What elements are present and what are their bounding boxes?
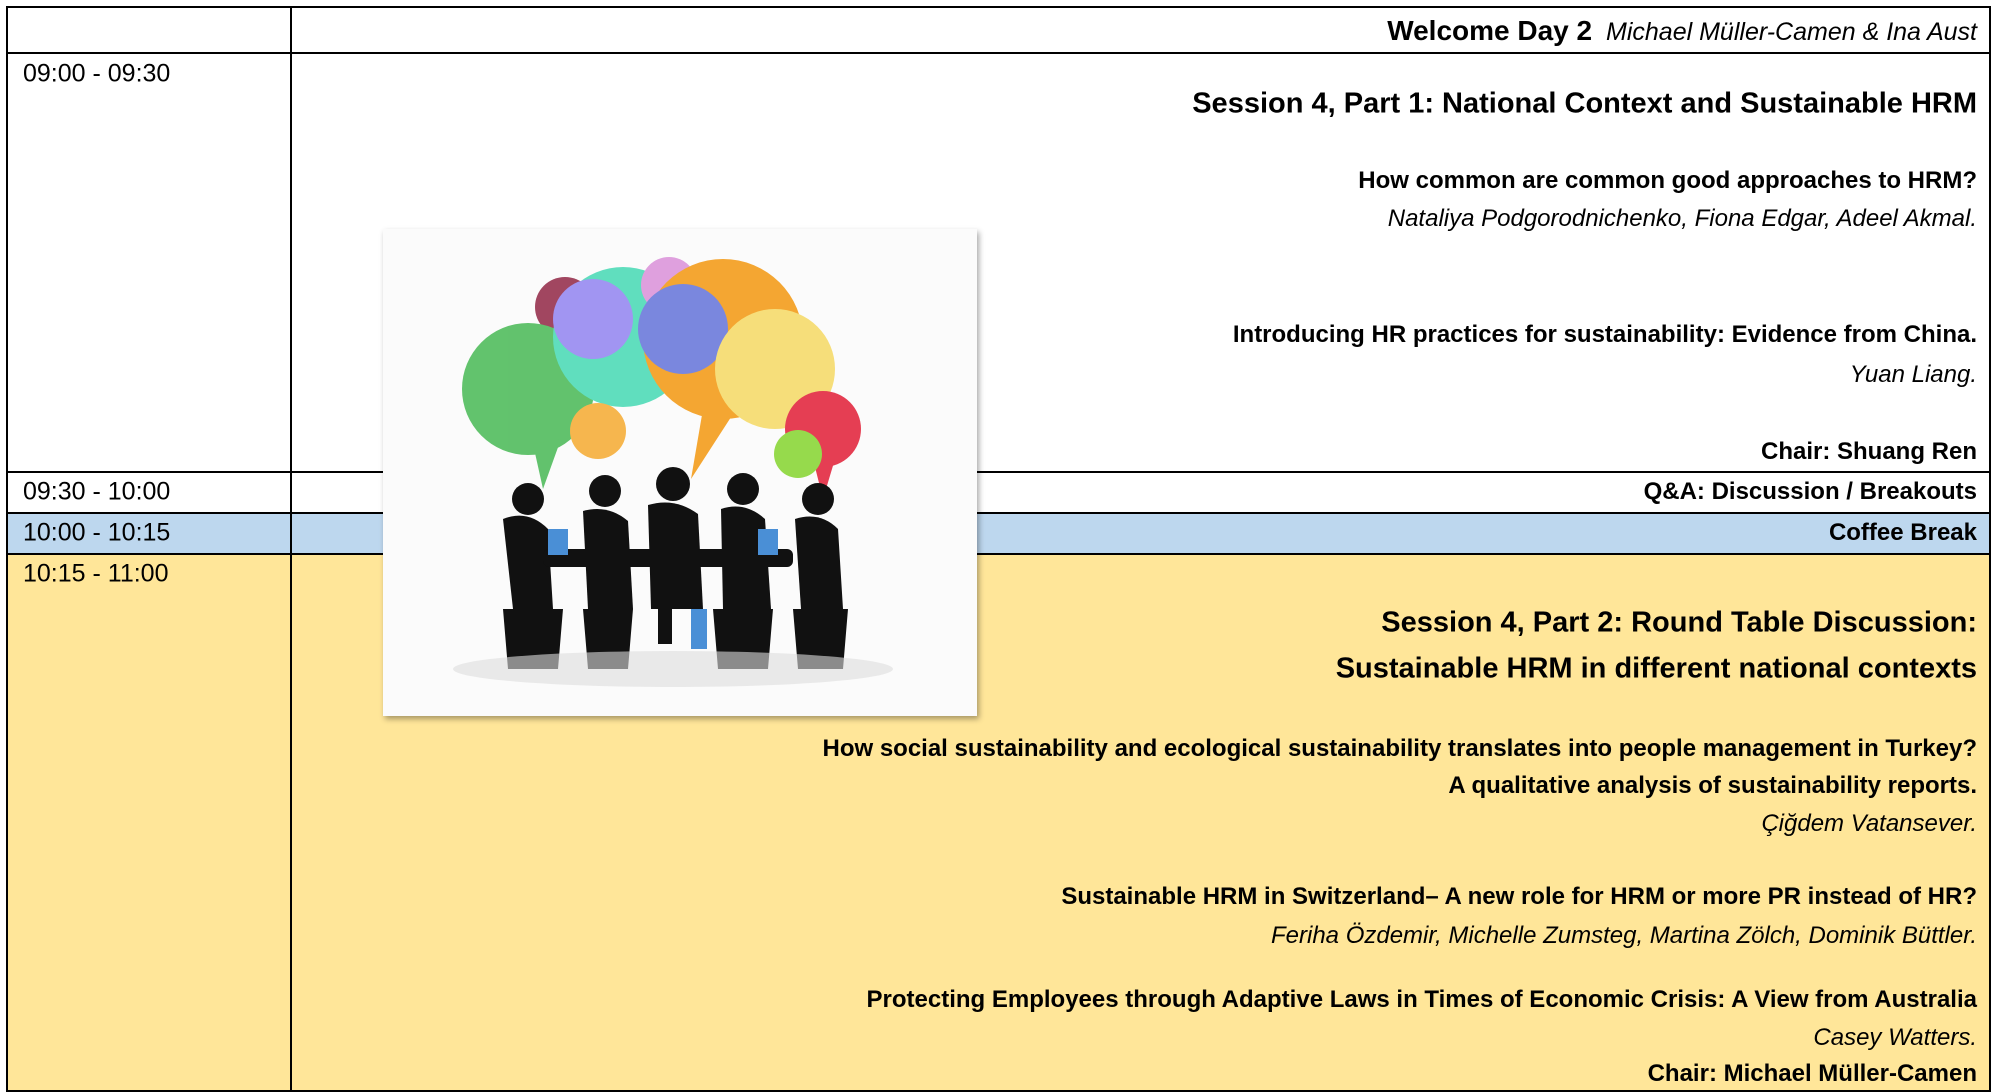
paper-authors: Yuan Liang. (1849, 361, 1977, 388)
paper-title: How social sustainability and ecological… (822, 735, 1977, 762)
paper-authors: Casey Watters. (1813, 1024, 1977, 1051)
paper-title: Protecting Employees through Adaptive La… (866, 986, 1977, 1013)
paper-title: Introducing HR practices for sustainabil… (1232, 321, 1977, 348)
time: 10:15 - 11:00 (23, 559, 169, 588)
chair: Chair: Shuang Ren (1760, 438, 1977, 465)
header-hosts: Michael Müller-Camen & Ina Aust (1606, 18, 1977, 46)
paper-title: How common are common good approaches to… (1358, 167, 1977, 194)
time: 09:30 - 10:00 (23, 477, 171, 506)
row (6, 52, 1991, 471)
header-title: Welcome Day 2 (1387, 15, 1593, 46)
paper-authors: Çiğdem Vatansever. (1761, 810, 1977, 837)
paper-authors: Nataliya Podgorodnichenko, Fiona Edgar, … (1387, 205, 1977, 232)
session-title: Q&A: Discussion / Breakouts (1643, 478, 1977, 505)
row (6, 6, 1991, 52)
paper-title: Sustainable HRM in Switzerland– A new ro… (1061, 883, 1977, 910)
header: Welcome Day 2 Michael Müller-Camen & Ina… (1387, 17, 1977, 45)
session-title: Coffee Break (1828, 519, 1977, 546)
row (6, 471, 1991, 512)
time: 10:00 - 10:15 (23, 518, 171, 547)
paper-authors: Feriha Özdemir, Michelle Zumsteg, Martin… (1271, 922, 1977, 949)
session-title: Session 4, Part 1: National Context and … (1192, 87, 1977, 120)
paper-title: A qualitative analysis of sustainability… (1448, 772, 1977, 799)
session-title: Session 4, Part 2: Round Table Discussio… (1381, 606, 1977, 639)
row (6, 512, 1991, 553)
chair: Chair: Michael Müller-Camen (1647, 1060, 1977, 1087)
time: 09:00 - 09:30 (23, 59, 171, 88)
row (6, 553, 1991, 1092)
illustration (383, 229, 977, 716)
session-title: Sustainable HRM in different national co… (1335, 652, 1977, 685)
